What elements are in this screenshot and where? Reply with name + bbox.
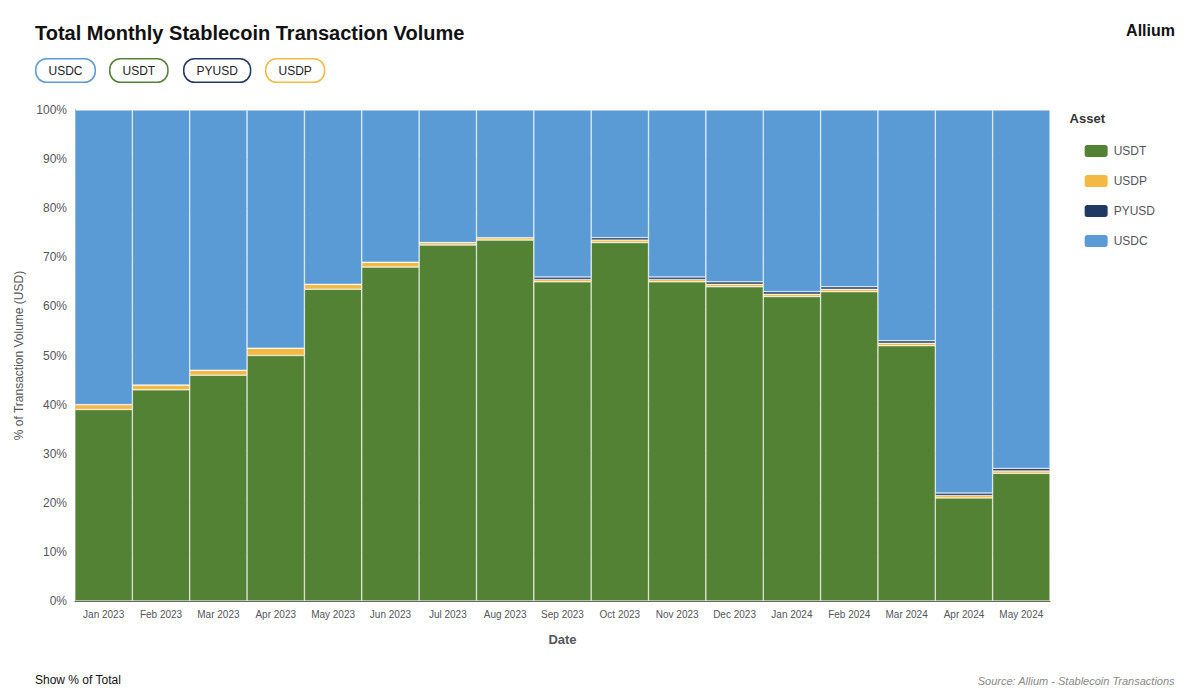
- svg-text:0%: 0%: [50, 594, 68, 608]
- svg-text:Dec 2023: Dec 2023: [713, 609, 756, 620]
- svg-text:% of Transaction Volume (USD): % of Transaction Volume (USD): [12, 271, 26, 440]
- svg-text:90%: 90%: [43, 152, 67, 166]
- svg-text:USDT: USDT: [123, 64, 156, 78]
- svg-text:100%: 100%: [36, 103, 67, 117]
- svg-text:Jul 2023: Jul 2023: [429, 609, 467, 620]
- svg-text:Show % of Total: Show % of Total: [35, 673, 121, 687]
- svg-text:Date: Date: [548, 632, 576, 647]
- svg-text:Jan 2024: Jan 2024: [771, 609, 813, 620]
- svg-text:Jan 2023: Jan 2023: [83, 609, 125, 620]
- svg-text:10%: 10%: [43, 545, 67, 559]
- svg-text:Apr 2023: Apr 2023: [255, 609, 296, 620]
- svg-text:Jun 2023: Jun 2023: [370, 609, 412, 620]
- svg-text:Mar 2023: Mar 2023: [197, 609, 240, 620]
- svg-text:Nov 2023: Nov 2023: [656, 609, 699, 620]
- svg-text:Oct 2023: Oct 2023: [600, 609, 641, 620]
- svg-text:May 2024: May 2024: [999, 609, 1043, 620]
- svg-text:Asset: Asset: [1070, 111, 1106, 126]
- svg-text:Source: Allium - Stablecoin Tr: Source: Allium - Stablecoin Transactions: [978, 675, 1175, 687]
- svg-text:Total Monthly Stablecoin Trans: Total Monthly Stablecoin Transaction Vol…: [35, 22, 464, 44]
- svg-text:PYUSD: PYUSD: [197, 64, 239, 78]
- svg-text:USDC: USDC: [1114, 234, 1148, 248]
- svg-text:Aug 2023: Aug 2023: [484, 609, 527, 620]
- svg-text:USDP: USDP: [1114, 174, 1147, 188]
- svg-text:Apr 2024: Apr 2024: [944, 609, 985, 620]
- svg-text:80%: 80%: [43, 201, 67, 215]
- svg-text:May 2023: May 2023: [311, 609, 355, 620]
- svg-text:USDC: USDC: [49, 64, 83, 78]
- svg-text:PYUSD: PYUSD: [1114, 204, 1156, 218]
- svg-text:50%: 50%: [43, 349, 67, 363]
- svg-text:USDP: USDP: [279, 64, 312, 78]
- svg-text:USDT: USDT: [1114, 144, 1147, 158]
- svg-text:60%: 60%: [43, 299, 67, 313]
- svg-text:Feb 2024: Feb 2024: [828, 609, 871, 620]
- svg-text:Sep 2023: Sep 2023: [541, 609, 584, 620]
- svg-text:Mar 2024: Mar 2024: [885, 609, 928, 620]
- svg-text:20%: 20%: [43, 496, 67, 510]
- svg-text:40%: 40%: [43, 398, 67, 412]
- svg-text:30%: 30%: [43, 447, 67, 461]
- svg-text:70%: 70%: [43, 250, 67, 264]
- svg-text:Allium: Allium: [1126, 22, 1175, 39]
- svg-text:Feb 2023: Feb 2023: [140, 609, 183, 620]
